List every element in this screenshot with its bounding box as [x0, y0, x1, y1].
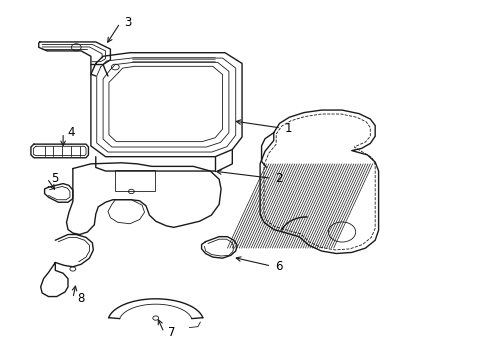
Text: 1: 1: [285, 122, 292, 135]
Text: 5: 5: [51, 172, 58, 185]
Text: 7: 7: [167, 326, 175, 339]
Text: 6: 6: [275, 260, 282, 273]
Text: 8: 8: [77, 292, 84, 305]
Text: 4: 4: [67, 126, 74, 139]
Text: 3: 3: [124, 17, 131, 30]
Bar: [115, 170, 155, 191]
Text: 2: 2: [275, 172, 282, 185]
